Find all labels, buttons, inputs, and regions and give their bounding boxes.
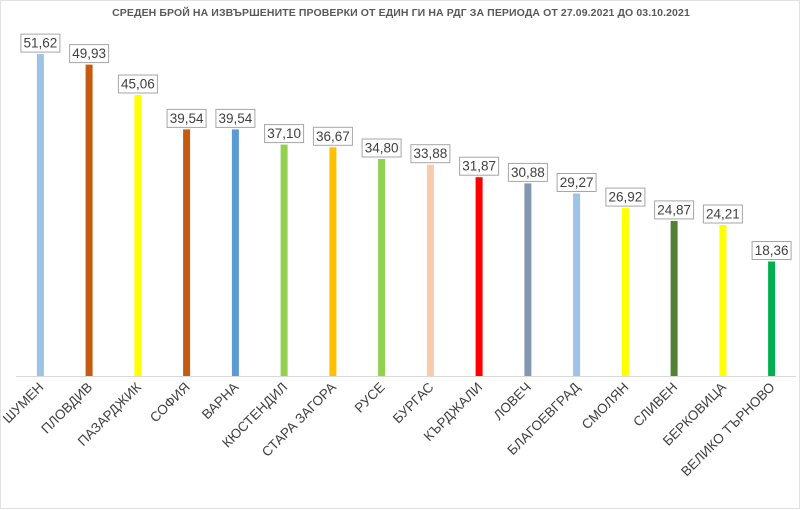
category-label: РУСЕ (352, 380, 388, 416)
data-label-box (361, 138, 402, 158)
data-label-text: 24,21 (706, 207, 740, 222)
category-label: БУРГАС (390, 379, 437, 426)
data-label: 26,92 (605, 187, 646, 207)
data-label: 39,54 (166, 108, 207, 128)
category-label: ВАРНА (199, 380, 242, 423)
data-label: 24,21 (702, 204, 743, 224)
data-label: 30,88 (507, 162, 548, 182)
data-label-text: 39,54 (219, 111, 253, 126)
data-label-text: 24,87 (657, 202, 691, 217)
data-label-text: 37,10 (267, 126, 301, 141)
data-label-text: 34,80 (365, 141, 399, 156)
data-label-box (215, 108, 256, 128)
bar (475, 177, 483, 376)
data-label-box (507, 162, 548, 182)
data-label-text: 33,88 (414, 146, 448, 161)
data-label-text: 18,36 (755, 243, 789, 258)
data-label: 51,62 (20, 33, 61, 53)
bar (183, 129, 191, 376)
bar (378, 159, 386, 376)
data-label-text: 29,27 (560, 175, 594, 190)
bar (134, 95, 142, 376)
data-label-box (20, 33, 61, 53)
bar (621, 208, 629, 376)
bar (524, 183, 532, 376)
data-label: 33,88 (410, 144, 451, 164)
bar (768, 261, 776, 376)
data-label-text: 31,87 (462, 159, 496, 174)
category-label: ШУМЕН (1, 380, 47, 427)
category-label: ЛОВЕЧ (491, 380, 534, 423)
data-label-box (702, 204, 743, 224)
data-label: 36,67 (312, 126, 353, 146)
data-label-box (410, 144, 451, 164)
data-label-box (459, 156, 500, 176)
data-label: 31,87 (459, 156, 500, 176)
data-label-text: 49,93 (72, 46, 106, 61)
data-label-text: 39,54 (170, 111, 204, 126)
category-label: СМОЛЯН (579, 380, 632, 433)
bar (280, 144, 288, 376)
data-label-box (605, 187, 646, 207)
data-label: 34,80 (361, 138, 402, 158)
bar (231, 129, 239, 376)
data-label-box (654, 200, 695, 220)
data-label: 24,87 (654, 200, 695, 220)
bar (426, 164, 434, 376)
data-label-text: 26,92 (609, 190, 643, 205)
data-label-text: 36,67 (316, 129, 350, 144)
data-label-box (312, 126, 353, 146)
data-label-text: 45,06 (121, 77, 155, 92)
category-label: ВЕЛИКО ТЪРНОВО (678, 380, 778, 480)
category-label: СЛИВЕН (630, 380, 680, 430)
data-label-box (166, 108, 207, 128)
data-label: 29,27 (556, 173, 597, 192)
data-label-text: 51,62 (24, 36, 58, 51)
data-label-box (751, 241, 792, 260)
data-label-box (264, 124, 305, 144)
data-label: 39,54 (215, 108, 256, 128)
data-label-box (69, 44, 110, 64)
data-label-box (556, 173, 597, 192)
data-label-box (117, 74, 158, 94)
bar (573, 193, 581, 376)
chart-title: СРЕДЕН БРОЙ НА ИЗВЪРШЕНИТЕ ПРОВЕРКИ ОТ Е… (112, 7, 690, 19)
bar (85, 64, 93, 376)
data-label: 37,10 (264, 124, 305, 144)
bar (329, 147, 337, 376)
category-label: СОФИЯ (147, 380, 193, 426)
data-label: 45,06 (117, 74, 158, 94)
data-label: 18,36 (751, 241, 792, 260)
bar (36, 54, 44, 376)
data-label-text: 30,88 (511, 165, 545, 180)
data-label: 49,93 (69, 44, 110, 64)
bar (719, 225, 727, 376)
bar (670, 220, 678, 376)
